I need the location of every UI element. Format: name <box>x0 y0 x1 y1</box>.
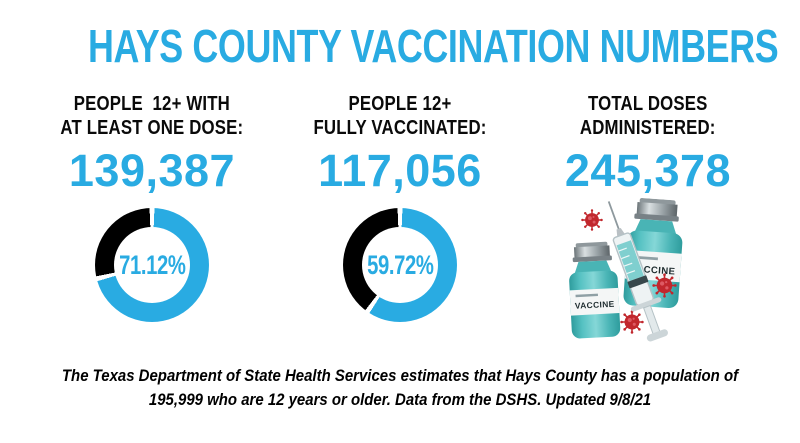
vaccine-vial-left-icon <box>567 241 621 340</box>
stat-heading-one-dose: PEOPLE 12+ WITH AT LEAST ONE DOSE: <box>61 92 244 140</box>
virus-icon-bottom <box>619 309 645 335</box>
virus-icon-right <box>651 272 678 299</box>
stats-row: PEOPLE 12+ WITH AT LEAST ONE DOSE: 139,38… <box>0 70 800 351</box>
stat-heading-one-dose-line2: AT LEAST ONE DOSE: <box>60 117 244 140</box>
donut-percent-label-one-dose: 71.12% <box>118 249 186 280</box>
stat-heading-total-doses-line1: TOTAL DOSES <box>588 93 708 116</box>
syringe-icon <box>607 201 668 342</box>
stat-heading-fully-vaccinated-line1: PEOPLE 12+ <box>348 93 452 116</box>
footnote: The Texas Department of State Health Ser… <box>48 364 752 413</box>
vaccine-illustration: VACCINE <box>567 197 686 342</box>
stat-value-total-doses: 245,378 <box>564 145 732 197</box>
donut-chart-fully-vaccinated: 59.72% <box>343 208 457 323</box>
footnote-line1: The Texas Department of State Health Ser… <box>61 365 739 385</box>
donut-percent-label-fully-vaccinated: 59.72% <box>366 249 434 280</box>
stat-value-fully-vaccinated: 117,056 <box>318 145 482 197</box>
stat-column-fully-vaccinated: PEOPLE 12+ FULLY VACCINATED: 117,056 59.7… <box>276 92 524 351</box>
stat-heading-fully-vaccinated: PEOPLE 12+ FULLY VACCINATED: <box>313 92 486 140</box>
stat-column-total-doses: TOTAL DOSES ADMINISTERED: 245,378 <box>524 92 772 351</box>
footnote-line2: 195,999 who are 12 years or older. Data … <box>148 390 652 410</box>
stat-heading-one-dose-line1: PEOPLE 12+ WITH <box>73 93 231 116</box>
stat-column-one-dose: PEOPLE 12+ WITH AT LEAST ONE DOSE: 139,38… <box>28 92 276 351</box>
stat-heading-fully-vaccinated-line2: FULLY VACCINATED: <box>313 117 487 140</box>
stat-heading-total-doses: TOTAL DOSES ADMINISTERED: <box>580 92 716 140</box>
virus-icon-top-left <box>580 208 604 232</box>
donut-hole-fully-vaccinated: 59.72% <box>362 227 438 304</box>
donut-hole-one-dose: 71.12% <box>114 227 190 304</box>
stat-heading-total-doses-line2: ADMINISTERED: <box>580 117 716 140</box>
stat-value-one-dose: 139,387 <box>68 145 236 197</box>
donut-chart-one-dose: 71.12% <box>95 208 209 323</box>
page-title: HAYS COUNTY VACCINATION NUMBERS <box>88 20 779 72</box>
